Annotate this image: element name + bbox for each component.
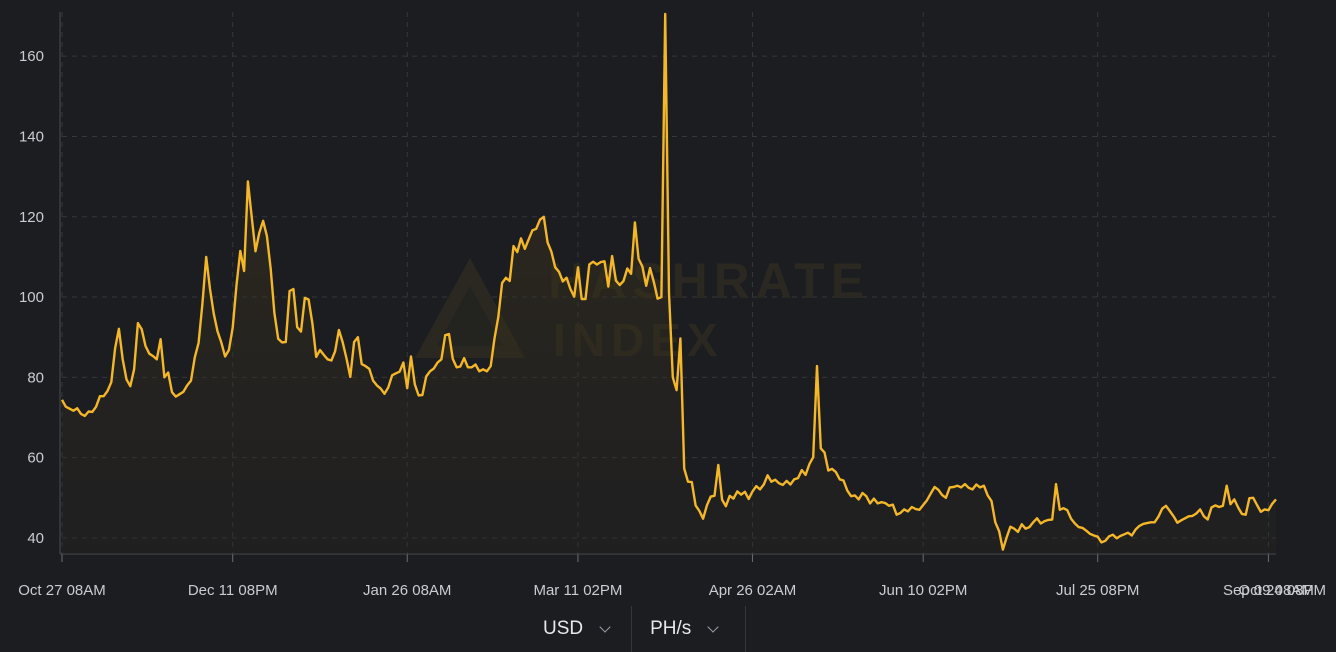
x-tick-label: Oct 24 08PM [1238,582,1326,599]
x-tick-label: Jul 25 08PM [1056,582,1139,599]
y-tick-label: 120 [19,209,44,226]
unit-dropdown[interactable]: PH/s [631,606,747,652]
chart-controls: USD PH/s [518,606,747,652]
x-tick-label: Oct 27 08AM [18,582,106,599]
series-line [60,12,1277,551]
chevron-down-icon [707,620,719,633]
y-tick-label: 100 [19,289,44,306]
x-tick-label: Jan 26 08AM [363,582,451,599]
currency-label: USD [543,618,584,639]
x-tick-label: Mar 11 02PM [533,582,622,599]
y-tick-label: 80 [27,369,44,386]
y-tick-label: 160 [19,48,44,65]
series-area [62,14,1276,554]
x-tick-label: Dec 11 08PM [188,582,278,599]
unit-label: PH/s [650,618,692,639]
y-tick-label: 140 [19,128,44,145]
x-tick-label: Apr 26 02AM [709,582,797,599]
x-tick-label: Jun 10 02PM [879,582,967,599]
y-tick-label: 40 [27,530,44,547]
y-tick-label: 60 [27,450,44,467]
chart-axes: 40 60 80 100 120 140 160 Oct 27 08AM Dec 11 08PM… [18,12,1326,599]
x-tick-label: Sep 09 08AM [1223,582,1314,599]
chevron-down-icon [599,620,611,633]
currency-dropdown[interactable]: USD [518,606,631,652]
